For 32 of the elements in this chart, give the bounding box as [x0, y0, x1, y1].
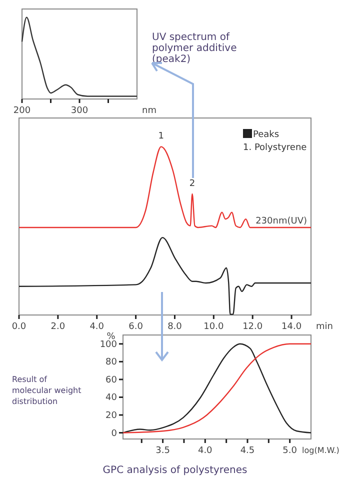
x-tick-label: 12.0	[242, 322, 263, 332]
annotation: 2	[189, 178, 196, 189]
x-tick-label: 6.0	[128, 322, 144, 332]
y-tick-label: 20	[106, 411, 118, 421]
x-tick-label: 3.5	[156, 446, 170, 456]
x-tick-label: 5.0	[282, 446, 298, 456]
y-tick-label: 80	[106, 358, 118, 368]
text: UV spectrum of polymer additive (peak2)	[152, 32, 237, 65]
text: Result of molecular weight distribution	[12, 375, 82, 406]
y-tick-label: 100	[100, 340, 118, 350]
annotation: 1	[158, 132, 164, 142]
x-axis-title: nm	[142, 106, 156, 116]
x-axis-title: log(M.W.)	[302, 446, 340, 455]
x-tick-label: 4.5	[240, 446, 255, 456]
x-tick-label: 4.0	[198, 446, 213, 456]
y-tick-label: 40	[106, 393, 118, 404]
x-tick-label: 10.0	[204, 322, 224, 332]
y-tick-label: 0	[111, 428, 118, 439]
text: Peaks	[253, 130, 280, 140]
x-tick-label: 8.0	[168, 322, 182, 332]
x-tick-label: 200	[13, 106, 31, 116]
x-tick-label: 0.0	[12, 322, 26, 332]
series-label: 230nm(UV)	[256, 216, 307, 226]
x-tick-label: 2.0	[50, 322, 66, 332]
y-tick-label: 60	[106, 375, 118, 386]
x-tick-label: 4.0	[90, 322, 104, 332]
x-axis-title: min	[316, 322, 333, 332]
text: GPC analysis of polystyrenes	[102, 465, 248, 476]
annotation: 1. Polystyrene	[243, 143, 308, 153]
y-axis-title: %	[106, 332, 116, 342]
x-tick-label: 14.0	[282, 322, 302, 332]
x-tick-label: 300	[70, 106, 88, 116]
